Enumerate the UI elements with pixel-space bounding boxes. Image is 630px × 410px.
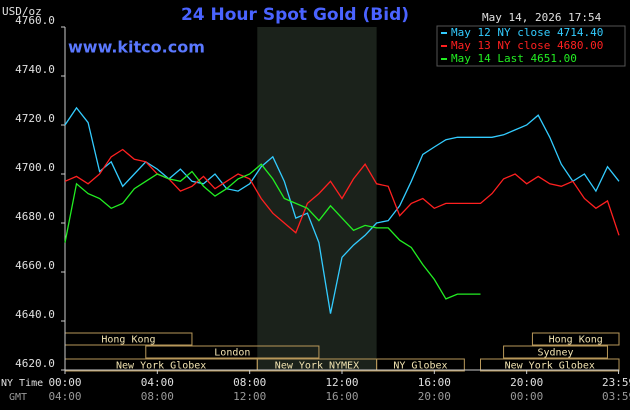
legend-label: May 12 NY close 4714.40 [451,26,603,39]
session-label: New York Globex [505,361,595,372]
y-tick-label: 4720.0 [15,112,55,125]
y-tick-label: 4740.0 [15,63,55,76]
session-label: NY Globex [393,361,447,372]
session-label: London [214,348,250,359]
x-tick-label: 16:00 [418,376,451,389]
x2-tick-label: 08:00 [141,390,174,403]
x-tick-label: 23:59 [602,376,630,389]
x-tick-label: 00:00 [48,376,81,389]
session-box [503,345,608,359]
session-box [376,358,465,372]
x2-axis-label: GMT [9,392,27,403]
timestamp: May 14, 2026 17:54 [482,11,602,24]
legend-box [436,25,626,67]
session-shade [257,27,377,370]
session-label: New York NYMEX [275,361,359,372]
y-tick-label: 4620.0 [15,357,55,370]
x-tick-label: 08:00 [233,376,266,389]
x2-tick-label: 12:00 [233,390,266,403]
x2-tick-label: 20:00 [418,390,451,403]
legend-label: May 13 NY close 4680.00 [451,39,603,52]
y-tick-label: 4680.0 [15,210,55,223]
session-label: Sydney [537,348,573,359]
y-tick-label: 4760.0 [15,14,55,27]
x-tick-label: 04:00 [141,376,174,389]
x-axis-label: NY Time [1,378,43,389]
y-tick-label: 4660.0 [15,259,55,272]
x-tick-label: 20:00 [510,376,543,389]
session-label: Hong Kong [101,335,155,346]
session-label: Hong Kong [549,335,603,346]
session-label: New York Globex [116,361,206,372]
unit-label: USD/oz [2,5,42,18]
price-line [64,163,481,300]
website: www.kitco.com [68,38,205,57]
x2-tick-label: 03:59 [602,390,630,403]
x2-tick-label: 04:00 [48,390,81,403]
price-line [64,106,620,314]
y-tick-label: 4700.0 [15,161,55,174]
session-box [145,345,320,359]
under-layer [257,27,377,370]
session-box [480,358,620,372]
chart-title: 24 Hour Spot Gold (Bid) [181,5,409,25]
y-tick-label: 4640.0 [15,308,55,321]
legend-label: May 14 Last 4651.00 [451,52,577,65]
x-tick-label: 12:00 [325,376,358,389]
x2-tick-label: 16:00 [325,390,358,403]
session-box [531,332,620,346]
x2-tick-label: 00:00 [510,390,543,403]
